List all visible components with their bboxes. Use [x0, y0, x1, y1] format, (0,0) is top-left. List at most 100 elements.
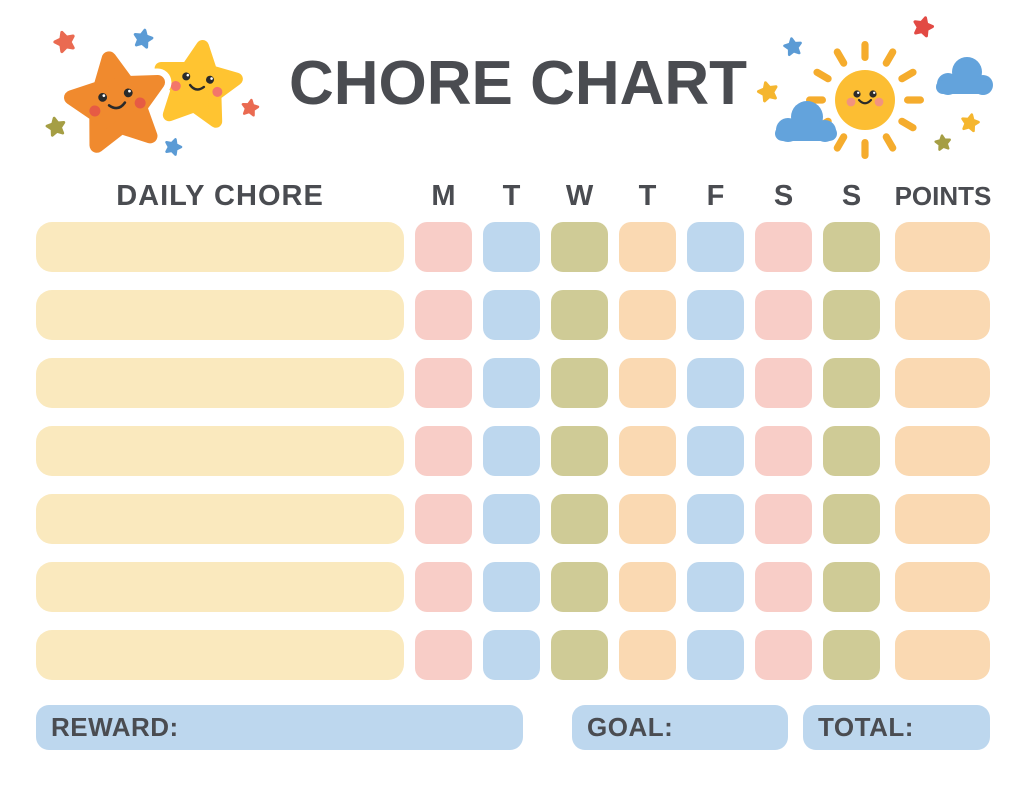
day-cell-T-4[interactable] — [619, 290, 676, 340]
points-header: POINTS — [894, 181, 992, 211]
chore-row-6 — [0, 562, 1024, 612]
points-cell[interactable] — [895, 494, 990, 544]
day-cell-M-1[interactable] — [415, 222, 472, 272]
yellow-star-icon — [155, 41, 240, 123]
day-cell-T-4[interactable] — [619, 494, 676, 544]
day-cell-S-6[interactable] — [755, 494, 812, 544]
day-cell-W-3[interactable] — [551, 494, 608, 544]
day-cell-S-6[interactable] — [755, 222, 812, 272]
day-cell-F-5[interactable] — [687, 358, 744, 408]
reward-box[interactable]: REWARD: — [36, 705, 523, 750]
goal-box[interactable]: GOAL: — [572, 705, 788, 750]
sparkle-star-icon — [782, 35, 804, 57]
day-cell-T-2[interactable] — [483, 630, 540, 680]
sun-icon — [806, 41, 924, 159]
chore-row-4 — [0, 426, 1024, 476]
chore-name-cell[interactable] — [36, 494, 404, 544]
day-cell-T-2[interactable] — [483, 562, 540, 612]
day-cell-W-3[interactable] — [551, 630, 608, 680]
day-cell-S-7[interactable] — [823, 630, 880, 680]
day-header-7: S — [841, 180, 862, 212]
day-cell-T-2[interactable] — [483, 222, 540, 272]
goal-label: GOAL: — [587, 712, 674, 742]
day-cell-S-6[interactable] — [755, 358, 812, 408]
daily-chore-header: DAILY CHORE — [116, 180, 324, 212]
points-cell[interactable] — [895, 562, 990, 612]
sparkle-star-icon — [51, 27, 79, 55]
points-cell[interactable] — [895, 630, 990, 680]
day-cell-S-7[interactable] — [823, 358, 880, 408]
day-cell-S-7[interactable] — [823, 426, 880, 476]
sparkle-star-icon — [162, 135, 184, 157]
points-cell[interactable] — [895, 426, 990, 476]
day-cell-F-5[interactable] — [687, 562, 744, 612]
chore-name-cell[interactable] — [36, 630, 404, 680]
day-cell-F-5[interactable] — [687, 426, 744, 476]
day-cell-M-1[interactable] — [415, 358, 472, 408]
day-cell-T-4[interactable] — [619, 358, 676, 408]
day-cell-W-3[interactable] — [551, 358, 608, 408]
day-header-2: T — [502, 180, 521, 212]
day-header-5: F — [706, 180, 725, 212]
day-cell-T-4[interactable] — [619, 222, 676, 272]
day-cell-M-1[interactable] — [415, 630, 472, 680]
chore-name-cell[interactable] — [36, 562, 404, 612]
chore-row-7 — [0, 630, 1024, 680]
day-cell-S-7[interactable] — [823, 494, 880, 544]
day-cell-M-1[interactable] — [415, 290, 472, 340]
day-cell-T-2[interactable] — [483, 426, 540, 476]
smiling-sun-clouds-icon — [755, 13, 993, 159]
points-cell[interactable] — [895, 290, 990, 340]
cloud-icon — [775, 101, 837, 142]
day-cell-S-7[interactable] — [823, 290, 880, 340]
day-cell-S-6[interactable] — [755, 426, 812, 476]
day-cell-T-4[interactable] — [619, 630, 676, 680]
points-cell[interactable] — [895, 222, 990, 272]
chore-name-cell[interactable] — [36, 358, 404, 408]
orange-star-icon — [66, 51, 167, 148]
day-header-1: M — [431, 180, 456, 212]
day-cell-T-2[interactable] — [483, 358, 540, 408]
sparkle-star-icon — [910, 13, 936, 39]
day-cell-W-3[interactable] — [551, 426, 608, 476]
day-cell-S-6[interactable] — [755, 290, 812, 340]
day-cell-S-7[interactable] — [823, 222, 880, 272]
day-header-4: T — [638, 180, 657, 212]
day-cell-S-6[interactable] — [755, 562, 812, 612]
sparkle-star-icon — [933, 133, 953, 152]
sparkle-star-icon — [755, 78, 781, 104]
day-cell-F-5[interactable] — [687, 222, 744, 272]
points-cell[interactable] — [895, 358, 990, 408]
chore-name-cell[interactable] — [36, 290, 404, 340]
chore-name-cell[interactable] — [36, 222, 404, 272]
day-cell-M-1[interactable] — [415, 494, 472, 544]
day-cell-W-3[interactable] — [551, 222, 608, 272]
day-cell-F-5[interactable] — [687, 290, 744, 340]
chore-row-2 — [0, 290, 1024, 340]
day-cell-W-3[interactable] — [551, 290, 608, 340]
chore-row-3 — [0, 358, 1024, 408]
day-cell-M-1[interactable] — [415, 426, 472, 476]
total-label: TOTAL: — [818, 712, 914, 742]
sparkle-star-icon — [131, 26, 155, 50]
total-box[interactable]: TOTAL: — [803, 705, 990, 750]
sparkle-star-icon — [44, 114, 68, 138]
chore-name-cell[interactable] — [36, 426, 404, 476]
page-title: CHORE CHART — [288, 49, 748, 118]
day-cell-S-7[interactable] — [823, 562, 880, 612]
day-cell-T-2[interactable] — [483, 290, 540, 340]
sparkle-star-icon — [240, 97, 261, 117]
chore-row-5 — [0, 494, 1024, 544]
day-cell-T-2[interactable] — [483, 494, 540, 544]
day-cell-T-4[interactable] — [619, 426, 676, 476]
day-header-6: S — [773, 180, 794, 212]
day-cell-S-6[interactable] — [755, 630, 812, 680]
day-cell-W-3[interactable] — [551, 562, 608, 612]
day-cell-F-5[interactable] — [687, 630, 744, 680]
day-cell-F-5[interactable] — [687, 494, 744, 544]
day-cell-M-1[interactable] — [415, 562, 472, 612]
day-header-3: W — [565, 180, 594, 212]
day-cell-T-4[interactable] — [619, 562, 676, 612]
smiling-stars-icon — [44, 26, 261, 162]
